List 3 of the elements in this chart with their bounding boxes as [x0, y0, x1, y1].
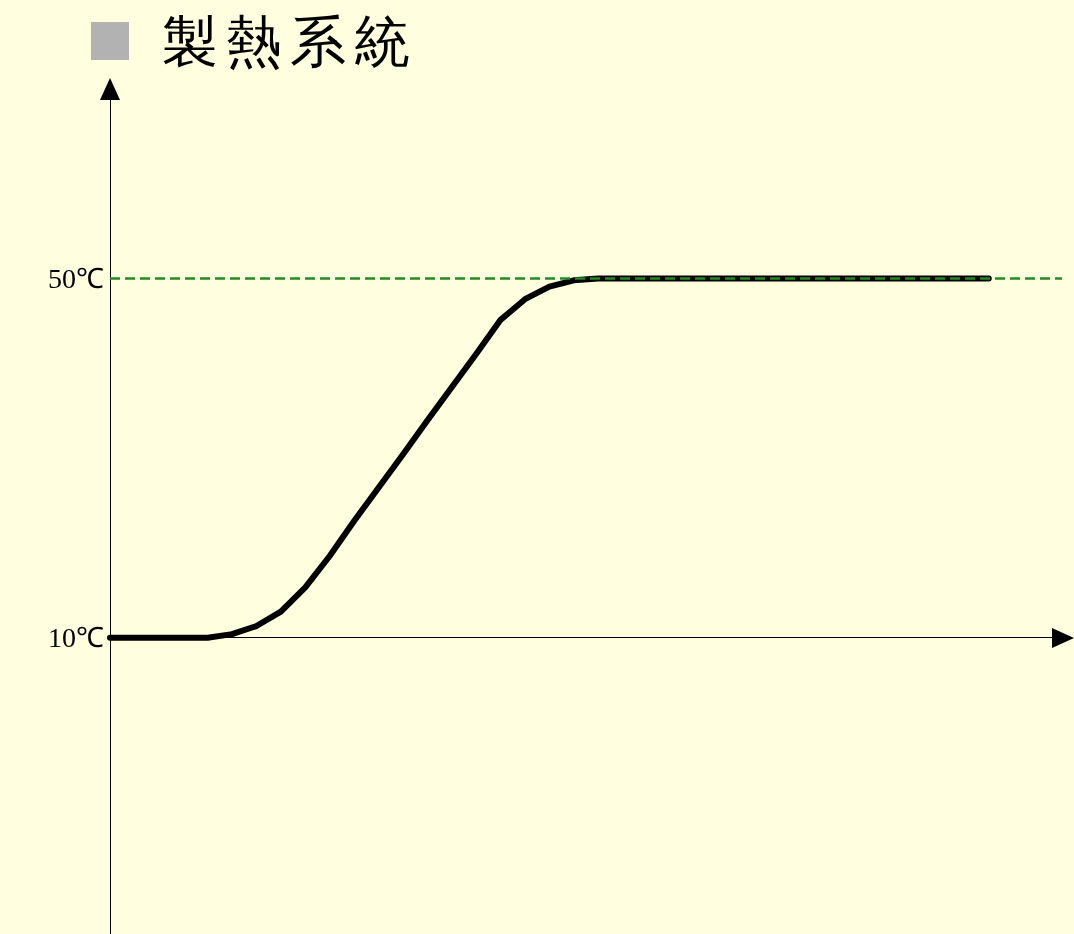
chart-title: 製熱系統	[162, 8, 418, 76]
y-tick-label: 50℃	[48, 263, 104, 295]
y-tick-label: 10℃	[48, 622, 104, 654]
